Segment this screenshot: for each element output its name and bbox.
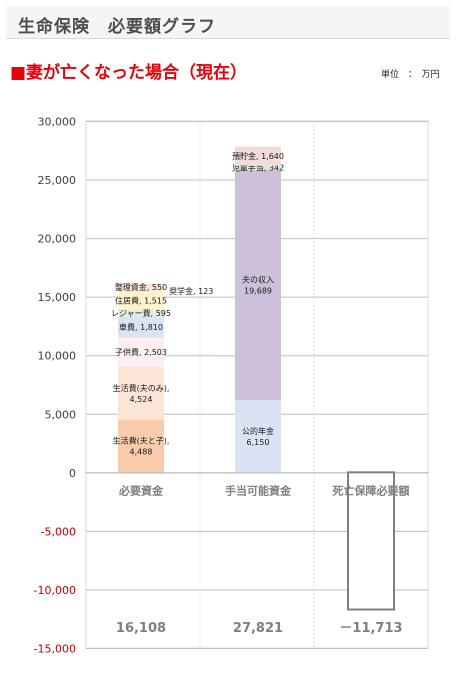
bar-segment	[118, 366, 164, 420]
bar-segment	[118, 337, 164, 367]
category-label: 必要資金	[118, 483, 164, 497]
data-label: 住居費, 1,515	[115, 295, 167, 305]
category-label: 手当可能資金	[225, 483, 292, 497]
bar-segment	[347, 471, 395, 611]
y-tick-label: 30,000	[38, 116, 77, 129]
bar-segment	[235, 169, 281, 401]
page-title: 生命保険 必要額グラフ	[18, 17, 216, 37]
total-label: －11,713	[339, 621, 402, 636]
section-title: ■妻が亡くなった場合（現在）	[10, 63, 248, 83]
bar-segment	[235, 146, 281, 166]
data-label: 生活費(夫と子),	[113, 436, 170, 446]
bar-segment	[235, 165, 281, 170]
data-label: レジャー費, 595	[111, 308, 171, 318]
data-label: 車費, 1,810	[119, 322, 163, 332]
data-label: 夫の収入	[242, 275, 274, 285]
bar-segment	[118, 419, 164, 473]
y-tick-label: 25,000	[38, 174, 77, 187]
data-label: 児童手当, 342	[232, 163, 284, 173]
data-label: 6,150	[247, 438, 270, 447]
total-label: 16,108	[116, 621, 166, 636]
unit-label: 単位 ： 万円	[381, 70, 440, 80]
y-tick-label: 0	[69, 467, 76, 480]
y-tick-label: -5,000	[41, 525, 76, 538]
y-tick-label: 15,000	[38, 291, 77, 304]
data-label: 預貯金, 1,640	[232, 151, 284, 161]
category-label: 死亡保障必要額	[333, 483, 410, 497]
header: 生命保険 必要額グラフ	[0, 0, 456, 44]
data-label: 4,488	[130, 448, 153, 457]
bar-segment	[118, 290, 164, 292]
bar-segment	[118, 283, 164, 291]
bar-segment	[118, 316, 164, 338]
data-label: 生活費(夫のみ),	[113, 383, 170, 393]
data-label: 19,689	[244, 287, 272, 296]
bar-segment	[118, 309, 164, 317]
bar-segment	[235, 400, 281, 473]
y-tick-label: 20,000	[38, 233, 77, 246]
y-tick-label: -15,000	[34, 643, 76, 656]
total-label: 27,821	[233, 621, 283, 636]
data-label: 奨学金, 123	[169, 286, 213, 296]
data-label: 整理資金, 550	[115, 282, 167, 292]
bar-segment	[118, 291, 164, 310]
y-tick-label: 5,000	[45, 408, 77, 421]
data-label: 公的年金	[242, 426, 274, 436]
header-bar	[6, 6, 450, 39]
y-tick-label: 10,000	[38, 350, 77, 363]
y-tick-label: -10,000	[34, 584, 76, 597]
data-label: 4,524	[130, 395, 153, 404]
data-label: 子供費, 2,503	[115, 347, 167, 357]
